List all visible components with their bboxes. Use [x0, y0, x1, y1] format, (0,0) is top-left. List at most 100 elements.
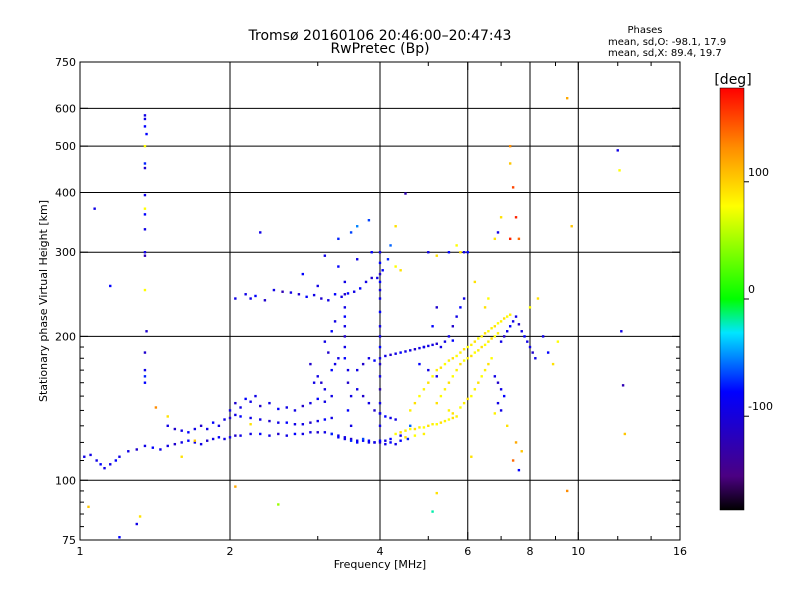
data-point	[143, 444, 147, 448]
data-point	[118, 536, 121, 539]
data-point	[418, 346, 421, 350]
data-point	[511, 186, 515, 189]
data-point	[323, 431, 327, 434]
data-point	[496, 322, 500, 325]
data-point	[316, 419, 319, 423]
data-point	[493, 412, 497, 415]
data-point	[127, 450, 130, 453]
data-point	[143, 125, 147, 128]
data-point	[159, 448, 162, 451]
data-point	[378, 412, 382, 415]
data-point	[378, 288, 382, 292]
data-point	[409, 409, 412, 412]
data-point	[483, 343, 487, 347]
data-point	[514, 441, 518, 444]
data-point	[466, 251, 469, 254]
data-point	[340, 295, 343, 299]
data-point	[620, 330, 623, 333]
y-tick-label: 75	[62, 534, 76, 547]
data-point	[473, 351, 477, 354]
data-point	[143, 351, 147, 354]
data-point	[143, 368, 147, 372]
data-point	[373, 409, 376, 412]
data-point	[301, 272, 305, 276]
data-point	[455, 354, 458, 358]
data-point	[389, 416, 392, 420]
data-point	[173, 442, 177, 446]
y-tick-labels: 75 100 200 300 400 500 600 750	[55, 56, 76, 547]
data-point	[511, 320, 515, 323]
data-point	[536, 297, 540, 300]
data-point	[616, 149, 619, 152]
y-tick-label: 100	[55, 474, 76, 487]
data-point	[330, 368, 333, 372]
data-point	[361, 394, 365, 398]
data-point	[470, 455, 473, 458]
data-point	[199, 442, 203, 446]
data-point	[333, 320, 337, 323]
data-point	[378, 441, 382, 444]
data-point	[370, 276, 373, 280]
data-point	[517, 323, 521, 326]
data-point	[443, 388, 447, 391]
x-tick-label: 8	[527, 545, 534, 558]
data-point	[378, 345, 382, 349]
data-point	[109, 284, 112, 288]
data-point	[337, 436, 340, 439]
data-point	[487, 297, 490, 300]
data-point	[466, 357, 469, 360]
data-point	[312, 381, 316, 384]
data-point	[439, 345, 443, 349]
data-point	[505, 330, 509, 333]
data-point	[323, 400, 327, 403]
data-point	[323, 340, 327, 343]
colorbar-ticks: 100 0 -100	[744, 166, 773, 417]
data-point	[337, 237, 340, 241]
data-point	[355, 225, 359, 228]
data-point	[309, 431, 312, 434]
data-point	[259, 418, 262, 421]
data-point	[404, 436, 407, 439]
data-point	[268, 401, 271, 405]
data-point	[143, 375, 147, 378]
data-point	[358, 287, 362, 290]
data-point	[565, 96, 569, 100]
data-point	[272, 288, 276, 292]
data-point	[389, 353, 392, 357]
y-tick-label: 300	[55, 246, 76, 259]
data-point	[83, 455, 86, 458]
data-point	[187, 431, 190, 434]
data-point	[143, 117, 147, 121]
data-point	[320, 381, 323, 384]
data-point	[301, 432, 305, 436]
data-point	[87, 505, 90, 509]
data-point	[394, 432, 397, 436]
data-point	[499, 388, 503, 391]
data-point	[343, 345, 347, 349]
data-point	[404, 192, 407, 195]
data-point	[378, 272, 382, 276]
data-point	[355, 439, 359, 442]
data-point	[268, 434, 271, 437]
data-point	[534, 357, 537, 360]
data-point	[623, 432, 627, 436]
data-point	[493, 375, 497, 378]
data-point	[496, 332, 500, 335]
data-point	[343, 280, 347, 284]
data-point	[378, 261, 382, 265]
data-point	[487, 340, 490, 343]
data-point	[394, 442, 397, 446]
data-point	[143, 254, 147, 257]
data-point	[355, 258, 359, 261]
data-point	[499, 320, 503, 323]
data-point	[301, 423, 305, 426]
data-point	[413, 401, 417, 405]
data-point	[143, 193, 147, 197]
data-point	[384, 354, 387, 358]
data-point	[349, 439, 353, 442]
data-point	[480, 335, 483, 338]
data-point	[443, 419, 447, 423]
data-point	[427, 424, 430, 428]
data-point	[343, 293, 347, 296]
data-point	[462, 348, 466, 351]
